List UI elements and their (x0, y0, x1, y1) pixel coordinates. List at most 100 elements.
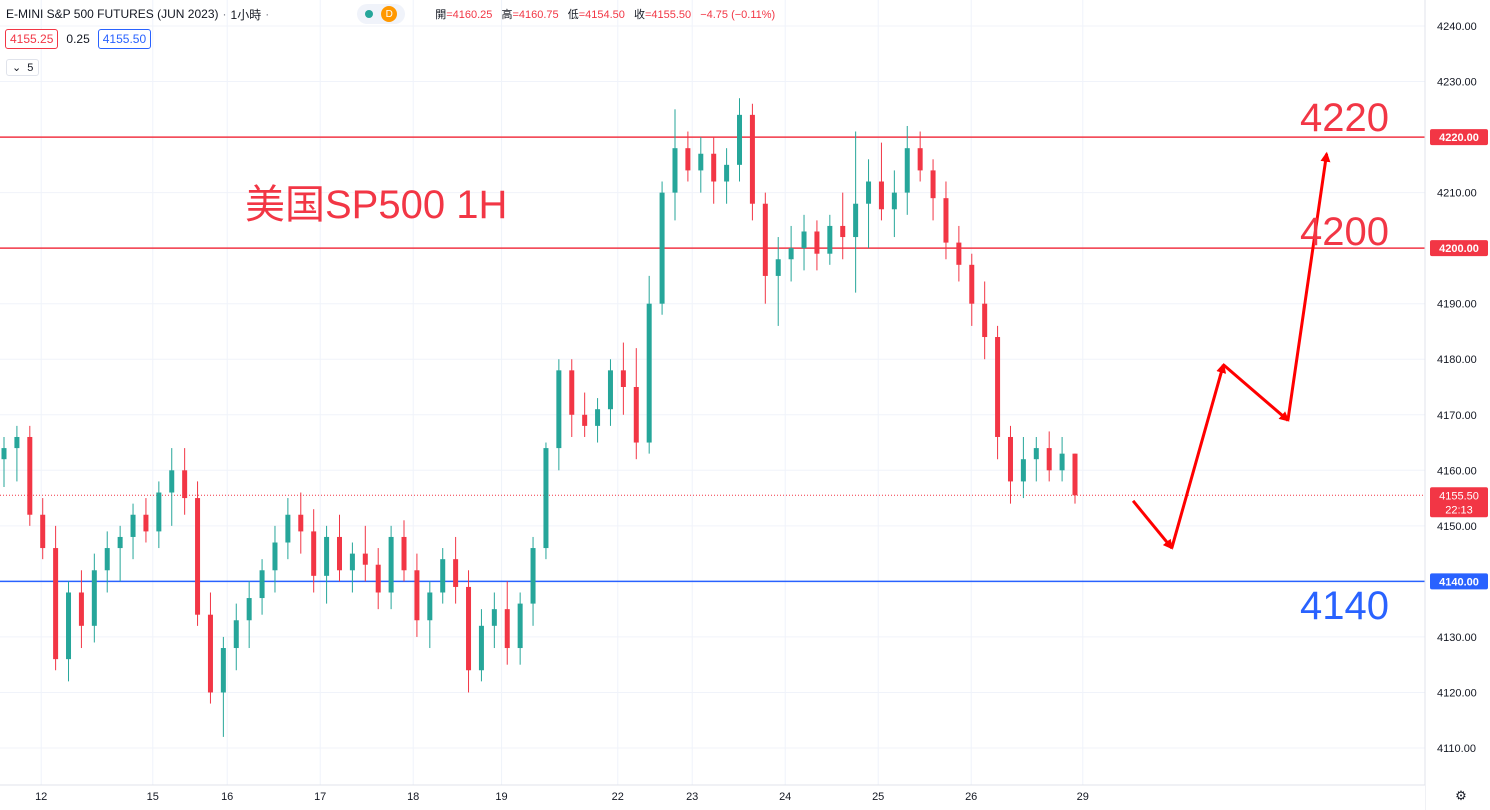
candle-body (246, 598, 252, 621)
candle-body (233, 620, 239, 649)
legend-separator: · (265, 7, 270, 21)
sell-button[interactable]: 4155.25 (5, 29, 59, 49)
candle (298, 492, 304, 554)
candle (917, 131, 923, 182)
chevron-down-icon: ⌄ (12, 62, 22, 74)
candle-body (466, 586, 472, 671)
candle-body (375, 564, 381, 593)
price-tick-label: 4150.00 (1437, 521, 1477, 533)
candle (530, 536, 536, 626)
candle (207, 592, 213, 704)
candle (620, 342, 626, 415)
time-axis-background (0, 785, 1425, 810)
candle (801, 214, 807, 271)
forecast-arrow (1222, 363, 1290, 422)
candle-body (724, 164, 730, 182)
interval-label[interactable]: 1小時 (230, 7, 262, 22)
level-label-4140: 4140 (1300, 584, 1389, 628)
candle (272, 525, 278, 593)
candle-body (556, 370, 562, 449)
candle-body (1059, 453, 1065, 471)
gear-icon[interactable]: ⚙ (1455, 788, 1467, 803)
candle (491, 592, 497, 649)
candle-body (298, 514, 304, 532)
symbol-title[interactable]: E-MINI S&P 500 FUTURES (JUN 2023) (6, 7, 219, 21)
ohlc-values: 開=4160.25 高=4160.75 低=4154.50 收=4155.50 … (435, 6, 781, 22)
time-tick-label: 23 (686, 791, 698, 803)
ohlc-low-value: =4154.50 (578, 9, 625, 21)
candle (775, 237, 781, 326)
candle-body (324, 536, 330, 576)
candle-body (504, 609, 510, 649)
level-price-tag (1430, 240, 1488, 257)
candle-body (14, 436, 20, 449)
candle-body (53, 548, 59, 660)
candle (169, 448, 175, 526)
candle-body (1033, 448, 1039, 460)
candle (504, 581, 510, 665)
candle (698, 137, 704, 193)
price-tick-label: 4120.00 (1437, 687, 1477, 699)
candle (866, 159, 872, 249)
candle (943, 181, 949, 260)
candle (724, 148, 730, 204)
candle (66, 581, 72, 682)
candle-body (362, 553, 368, 565)
candle-body (272, 542, 278, 571)
candle (427, 581, 433, 649)
candle (375, 548, 381, 610)
price-tick-label: 4190.00 (1437, 299, 1477, 311)
candle-body (207, 614, 213, 693)
level-price-tag (1430, 573, 1488, 590)
candle-body (453, 559, 459, 587)
candle-body (582, 414, 588, 426)
candle (336, 514, 342, 582)
candle (453, 536, 459, 604)
price-axis[interactable]: 4110.00 4120.00 4130.00 4140.00 4150.00 4160.… (1424, 0, 1490, 810)
candle-body (530, 548, 536, 604)
candle (14, 425, 20, 482)
buy-button[interactable]: 4155.50 (97, 29, 152, 49)
candle-body (440, 559, 446, 593)
candle-body (414, 570, 420, 621)
candle-body (866, 181, 872, 204)
candle-body (814, 231, 820, 254)
candle-body (930, 170, 936, 199)
candle-body (762, 203, 768, 276)
candle (827, 214, 833, 265)
candle-body (349, 553, 355, 571)
candle-body (388, 536, 394, 593)
candle (582, 392, 588, 437)
candle-body (1072, 453, 1078, 496)
candle (78, 570, 84, 649)
candle-body (220, 648, 226, 693)
candle (749, 103, 755, 221)
market-status[interactable]: D (357, 4, 406, 24)
candle (1072, 453, 1078, 504)
candle-body (478, 625, 484, 671)
candle-body (620, 370, 626, 387)
time-axis[interactable]: 12 15 16 17 18 19 22 23 24 25 26 29 (0, 784, 1425, 810)
candle-body (311, 531, 317, 576)
candle (814, 220, 820, 271)
grid-lines (0, 0, 1425, 785)
candle (324, 525, 330, 604)
candle (362, 525, 368, 582)
candle-body (801, 231, 807, 249)
chart-legend: E-MINI S&P 500 FUTURES (JUN 2023) · 1小時 … (6, 4, 781, 24)
candle (285, 498, 291, 560)
candle-body (917, 148, 923, 171)
time-tick-label: 25 (872, 791, 884, 803)
ohlc-open-value: =4160.25 (446, 9, 493, 21)
candle (466, 570, 472, 693)
candle (1033, 436, 1039, 482)
indicators-toggle-button[interactable]: ⌄ 5 (6, 59, 40, 76)
time-tick-label: 29 (1077, 791, 1089, 803)
candle (853, 131, 859, 293)
candle-body (891, 192, 897, 210)
candle-body (40, 514, 46, 549)
candle-body (633, 387, 639, 443)
candle-body (143, 514, 149, 532)
level-price-tag (1430, 129, 1488, 146)
